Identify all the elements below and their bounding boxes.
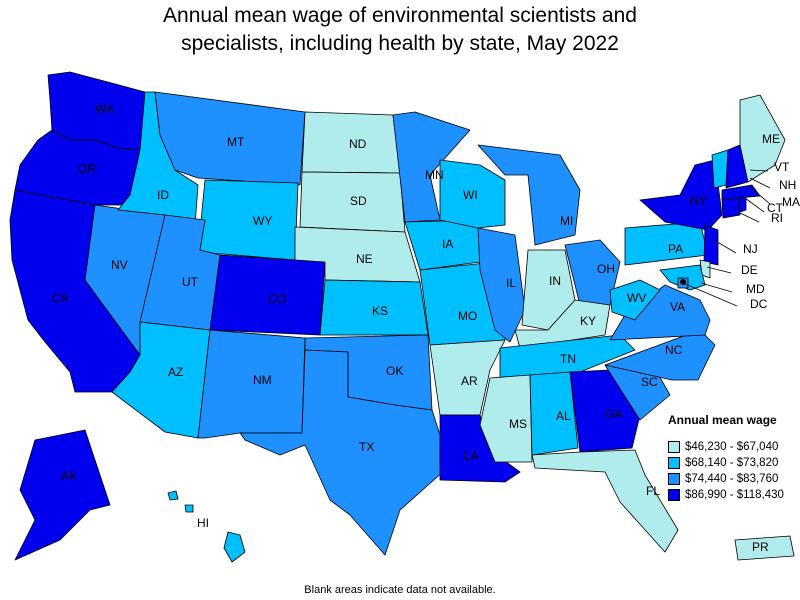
state-label-mt: MT — [227, 135, 245, 149]
state-oh — [564, 239, 621, 306]
legend-swatch — [668, 457, 680, 469]
state-label-ga: GA — [605, 407, 622, 421]
legend-swatch — [668, 441, 680, 453]
map-title-line-1: Annual mean wage of environmental scient… — [163, 4, 637, 27]
state-nj — [703, 224, 719, 266]
state-label-md: MD — [746, 282, 765, 296]
state-label-ks: KS — [372, 304, 388, 318]
state-label-vt: VT — [774, 160, 790, 174]
state-label-ia: IA — [442, 237, 453, 251]
state-label-ut: UT — [182, 275, 199, 289]
state-label-mn: MN — [425, 168, 444, 182]
state-label-sd: SD — [350, 194, 367, 208]
state-label-wy: WY — [253, 214, 272, 228]
state-label-me: ME — [762, 132, 780, 146]
map-title-line-2: specialists, including health by state, … — [181, 32, 619, 55]
state-label-wa: WA — [95, 102, 114, 116]
state-label-de: DE — [741, 263, 758, 277]
legend: Annual mean wage $46,230 - $67,040 $68,1… — [668, 413, 798, 503]
state-label-pr: PR — [752, 540, 769, 554]
dc-marker — [680, 279, 686, 285]
state-label-nv: NV — [111, 258, 128, 272]
state-label-nc: NC — [665, 343, 683, 357]
state-label-ct: CT — [767, 201, 784, 215]
state-label-nm: NM — [253, 373, 272, 387]
state-label-ne: NE — [356, 252, 373, 266]
state-label-wv: WV — [627, 291, 646, 305]
state-ms — [479, 374, 533, 463]
state-label-az: AZ — [168, 365, 183, 379]
state-wv — [609, 279, 661, 321]
state-label-ak: AK — [61, 469, 77, 483]
state-ar — [429, 339, 506, 416]
state-va — [609, 284, 711, 341]
state-vt — [711, 149, 729, 189]
legend-item: $46,230 - $67,040 — [668, 439, 798, 455]
state-label-il: IL — [506, 276, 516, 290]
state-label-ri: RI — [771, 211, 783, 225]
state-ri — [737, 197, 747, 213]
state-label-id: ID — [157, 188, 169, 202]
state-label-tx: TX — [359, 440, 374, 454]
state-label-nj: NJ — [743, 242, 758, 256]
state-label-ny: NY — [690, 194, 707, 208]
state-label-ca: CA — [52, 291, 69, 305]
legend-label: $68,140 - $73,820 — [685, 457, 779, 469]
map-title: Annual mean wage of environmental scient… — [0, 2, 800, 58]
state-label-al: AL — [556, 409, 571, 423]
legend-item: $74,440 - $83,760 — [668, 471, 798, 487]
state-il — [477, 227, 526, 343]
state-pr — [734, 535, 795, 561]
state-label-pa: PA — [668, 242, 683, 256]
state-wy — [197, 179, 299, 261]
state-label-ky: KY — [580, 314, 596, 328]
state-label-dc: DC — [750, 297, 768, 311]
state-label-ms: MS — [509, 417, 527, 431]
state-fl — [531, 449, 679, 553]
state-label-or: OR — [78, 162, 96, 176]
state-pa — [624, 221, 709, 266]
legend-swatch — [668, 489, 680, 501]
state-label-ma: MA — [782, 195, 800, 209]
state-hi — [167, 490, 246, 563]
state-label-ar: AR — [461, 374, 478, 388]
state-label-co: CO — [268, 292, 286, 306]
legend-label: $86,990 - $118,430 — [685, 489, 784, 501]
state-ak — [14, 429, 111, 561]
state-label-nd: ND — [349, 137, 367, 151]
state-label-sc: SC — [641, 375, 658, 389]
state-tx — [239, 349, 446, 556]
legend-label: $74,440 - $83,760 — [685, 473, 779, 485]
legend-title: Annual mean wage — [668, 413, 777, 427]
state-wi — [439, 159, 506, 229]
state-label-la: LA — [464, 449, 479, 463]
state-label-mi: MI — [560, 214, 573, 228]
state-label-mo: MO — [458, 309, 477, 323]
state-label-ok: OK — [386, 364, 403, 378]
legend-swatch — [668, 473, 680, 485]
state-la — [439, 414, 521, 483]
state-label-in: IN — [549, 274, 561, 288]
state-nm — [197, 329, 306, 439]
state-ny — [639, 159, 723, 231]
legend-label: $46,230 - $67,040 — [685, 441, 779, 453]
state-ct — [721, 197, 741, 219]
state-label-fl: FL — [646, 484, 660, 498]
state-md — [659, 264, 706, 291]
state-label-tn: TN — [560, 352, 576, 366]
state-mi — [477, 144, 581, 246]
footnote: Blank areas indicate data not available. — [304, 584, 496, 596]
legend-item: $68,140 - $73,820 — [668, 455, 798, 471]
state-al — [529, 371, 579, 456]
state-label-hi: HI — [197, 516, 209, 530]
state-me — [739, 94, 786, 183]
state-label-oh: OH — [597, 262, 615, 276]
legend-item: $86,990 - $118,430 — [668, 487, 798, 503]
state-tn — [499, 334, 636, 379]
state-label-nh: NH — [779, 178, 796, 192]
state-ma — [721, 184, 761, 201]
state-label-wi: WI — [463, 188, 478, 202]
state-label-va: VA — [670, 300, 685, 314]
